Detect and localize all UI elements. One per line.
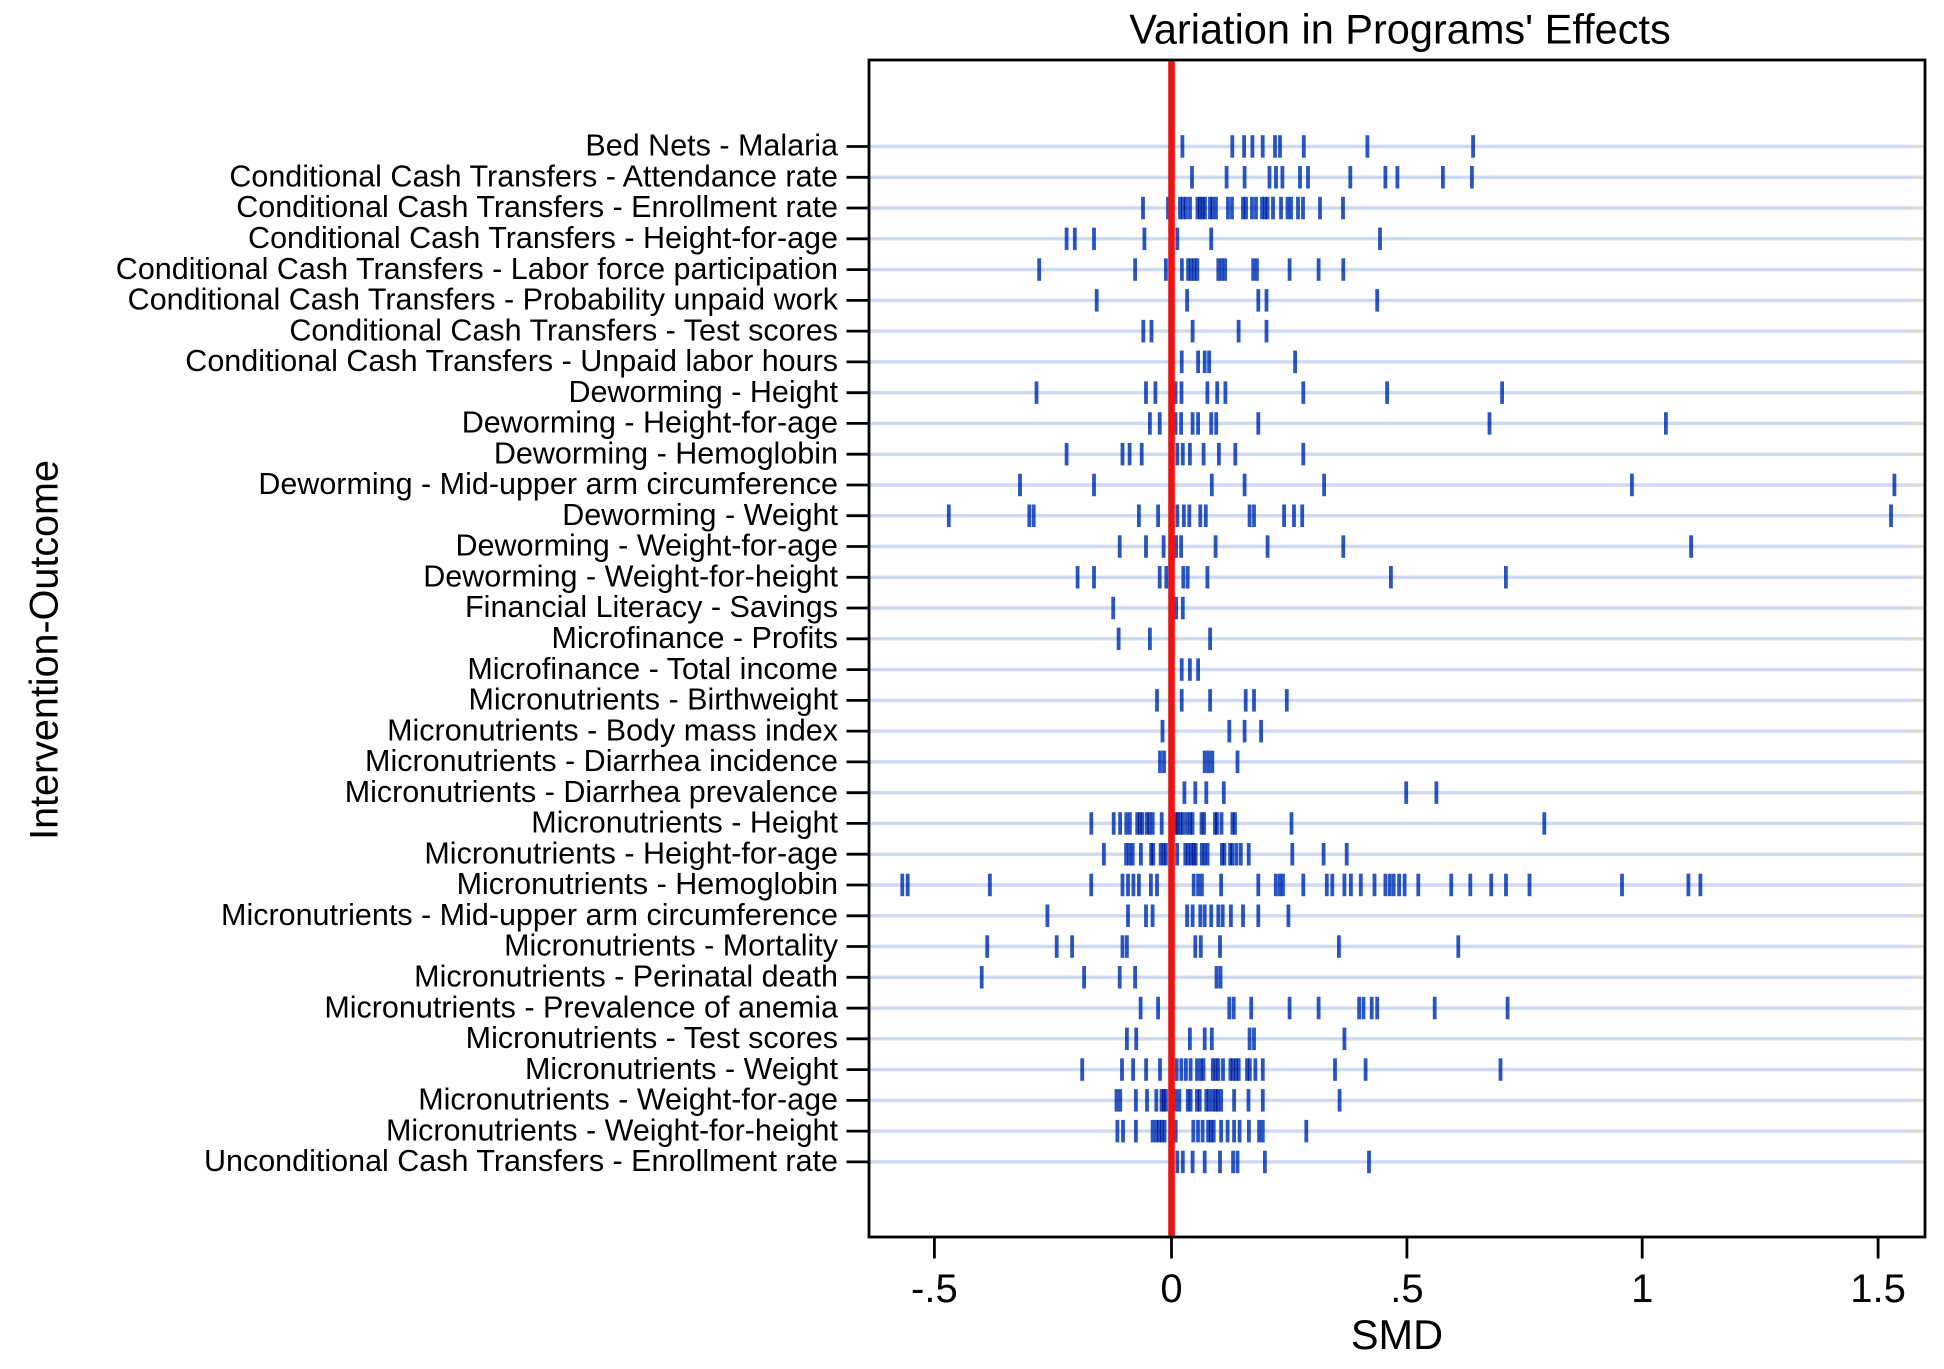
svg-text:Deworming - Weight-for-height: Deworming - Weight-for-height xyxy=(423,560,838,594)
svg-text:-.5: -.5 xyxy=(911,1267,958,1311)
svg-text:Conditional Cash Transfers - L: Conditional Cash Transfers - Labor force… xyxy=(116,252,838,286)
svg-text:Deworming - Mid-upper arm circ: Deworming - Mid-upper arm circumference xyxy=(258,467,838,501)
svg-text:Bed Nets - Malaria: Bed Nets - Malaria xyxy=(585,129,838,163)
svg-text:Conditional Cash Transfers - A: Conditional Cash Transfers - Attendance … xyxy=(229,160,838,194)
svg-text:SMD: SMD xyxy=(1351,1311,1443,1358)
svg-text:Micronutrients - Diarrhea prev: Micronutrients - Diarrhea prevalence xyxy=(345,775,838,809)
svg-text:Micronutrients - Hemoglobin: Micronutrients - Hemoglobin xyxy=(457,867,838,901)
svg-text:Micronutrients - Birthweight: Micronutrients - Birthweight xyxy=(468,683,838,717)
svg-text:Micronutrients - Body mass ind: Micronutrients - Body mass index xyxy=(387,713,838,747)
svg-text:Micronutrients - Test scores: Micronutrients - Test scores xyxy=(466,1021,838,1055)
svg-text:0: 0 xyxy=(1160,1267,1182,1311)
svg-text:Micronutrients - Height-for-ag: Micronutrients - Height-for-age xyxy=(424,836,838,870)
svg-text:Conditional Cash Transfers - T: Conditional Cash Transfers - Test scores xyxy=(289,313,838,347)
svg-text:Unconditional Cash Transfers -: Unconditional Cash Transfers - Enrollmen… xyxy=(204,1144,838,1178)
svg-text:Deworming - Hemoglobin: Deworming - Hemoglobin xyxy=(494,436,838,470)
svg-text:Intervention-Outcome: Intervention-Outcome xyxy=(23,460,67,840)
svg-text:Variation in Programs' Effects: Variation in Programs' Effects xyxy=(1129,6,1671,53)
svg-text:Deworming - Weight-for-age: Deworming - Weight-for-age xyxy=(455,529,838,563)
svg-text:Conditional Cash Transfers - E: Conditional Cash Transfers - Enrollment … xyxy=(236,190,838,224)
svg-text:Conditional Cash Transfers - P: Conditional Cash Transfers - Probability… xyxy=(128,283,839,317)
svg-text:Microfinance - Profits: Microfinance - Profits xyxy=(552,621,838,655)
svg-text:1.5: 1.5 xyxy=(1850,1267,1906,1311)
svg-text:Micronutrients - Prevalence of: Micronutrients - Prevalence of anemia xyxy=(324,990,838,1024)
svg-text:Microfinance - Total income: Microfinance - Total income xyxy=(467,652,838,686)
svg-text:Micronutrients - Weight-for-he: Micronutrients - Weight-for-height xyxy=(386,1113,839,1147)
svg-text:Micronutrients - Mortality: Micronutrients - Mortality xyxy=(504,929,839,963)
svg-text:Micronutrients - Mid-upper arm: Micronutrients - Mid-upper arm circumfer… xyxy=(221,898,838,932)
svg-text:Micronutrients - Height: Micronutrients - Height xyxy=(531,806,838,840)
svg-text:Micronutrients - Perinatal dea: Micronutrients - Perinatal death xyxy=(414,960,838,994)
svg-text:Deworming - Height-for-age: Deworming - Height-for-age xyxy=(462,406,838,440)
svg-text:Micronutrients - Diarrhea inci: Micronutrients - Diarrhea incidence xyxy=(365,744,838,778)
svg-text:Deworming - Height: Deworming - Height xyxy=(568,375,838,409)
svg-text:Deworming - Weight: Deworming - Weight xyxy=(562,498,838,532)
svg-text:Micronutrients - Weight: Micronutrients - Weight xyxy=(525,1052,839,1086)
svg-text:.5: .5 xyxy=(1390,1267,1423,1311)
svg-text:Conditional Cash Transfers - U: Conditional Cash Transfers - Unpaid labo… xyxy=(185,344,838,378)
svg-text:Conditional Cash Transfers - H: Conditional Cash Transfers - Height-for-… xyxy=(248,221,838,255)
svg-text:1: 1 xyxy=(1631,1267,1653,1311)
svg-text:Financial Literacy - Savings: Financial Literacy - Savings xyxy=(465,590,838,624)
svg-text:Micronutrients - Weight-for-ag: Micronutrients - Weight-for-age xyxy=(418,1083,838,1117)
